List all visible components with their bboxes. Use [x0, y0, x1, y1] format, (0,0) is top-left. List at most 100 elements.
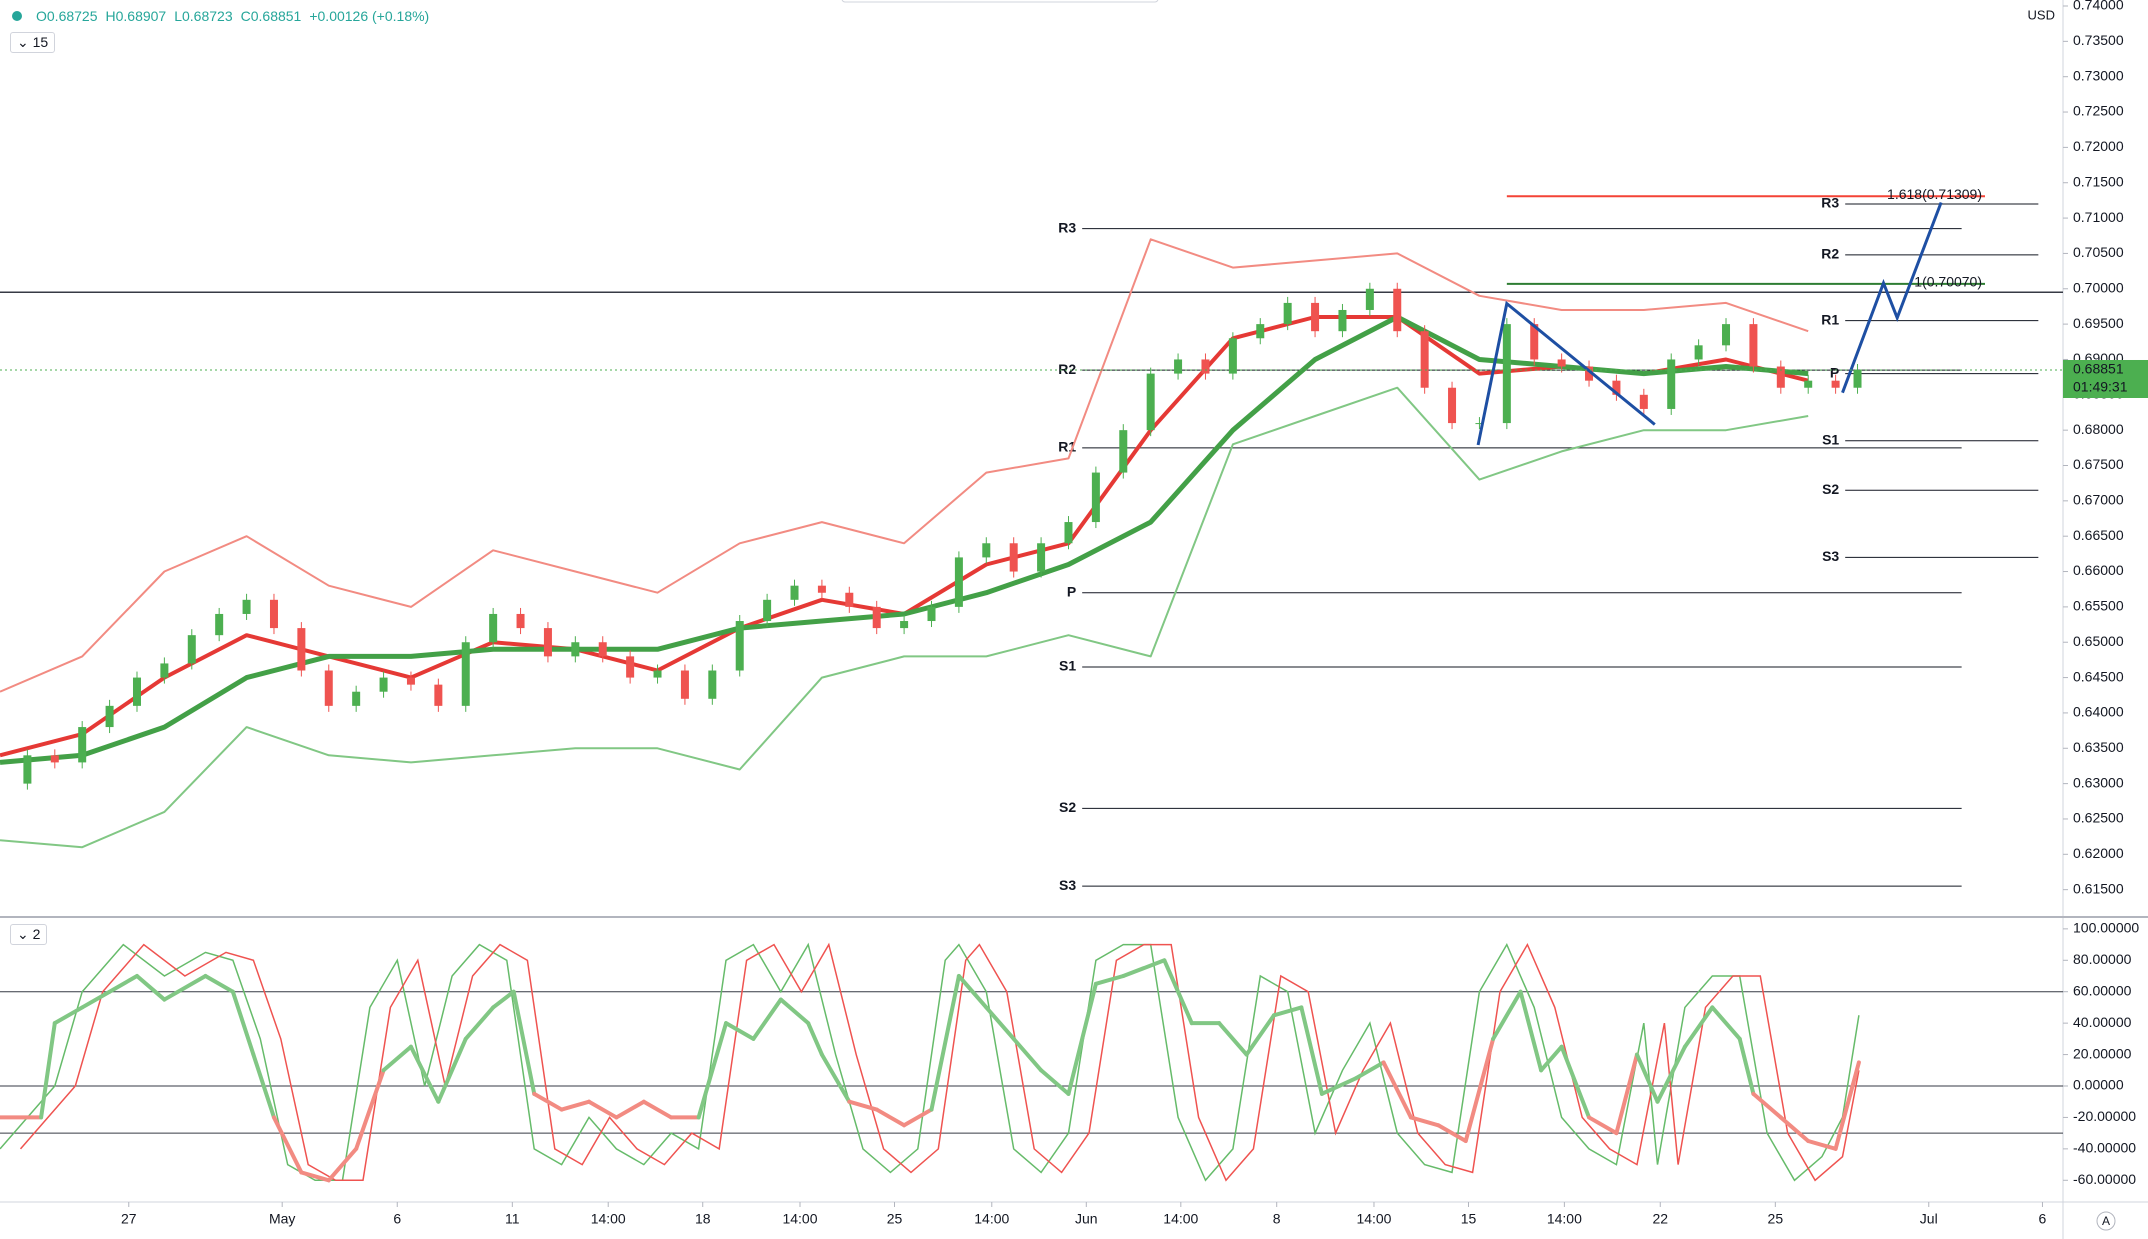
osc-main-segment: [162, 974, 208, 1002]
oscillator-pane: [0, 942, 2063, 1183]
x-tick-label: 14:00: [1163, 1211, 1198, 1227]
candle-body: [1420, 331, 1429, 388]
status-dot: [12, 11, 22, 21]
osc-main-segment: [134, 974, 167, 1002]
osc-main-segment: [1093, 974, 1126, 986]
y-tick-label: 0.68000: [2073, 421, 2124, 437]
y-tick-label: 0.64000: [2073, 704, 2124, 720]
pivot-label: P: [1067, 583, 1076, 599]
pivot-label: P: [1830, 364, 1839, 380]
osc-main-segment: [1436, 1123, 1468, 1143]
current-price-label: 0.68851: [2073, 361, 2124, 377]
osc-main-segment: [1710, 1005, 1742, 1041]
candle-body: [1256, 324, 1265, 339]
candle-body: [653, 670, 662, 678]
candle-body: [1393, 288, 1402, 332]
candle-body: [1009, 543, 1018, 572]
osc-y-tick-label: -20.00000: [2073, 1108, 2136, 1124]
y-tick-label: 0.74000: [2073, 0, 2124, 13]
candle-body: [1853, 369, 1862, 388]
x-tick-label: May: [269, 1211, 295, 1227]
x-tick-label: 8: [1273, 1211, 1281, 1227]
candle-body: [927, 606, 936, 622]
oscillator-label: 2: [32, 926, 41, 942]
candle-body: [735, 621, 744, 671]
candle-body: [215, 613, 224, 636]
osc-y-tick-label: 100.00000: [2073, 920, 2139, 936]
candle-body: [1091, 472, 1100, 523]
oscillator-toggle[interactable]: ⌄ 2: [10, 924, 48, 945]
pivot-label: R3: [1821, 195, 1839, 211]
x-tick-label: 14:00: [591, 1211, 626, 1227]
osc-main-segment: [874, 1107, 907, 1128]
osc-main-segment: [1463, 1036, 1496, 1143]
candle-body: [105, 705, 114, 728]
osc-main-segment: [1217, 1021, 1249, 1057]
overlay-line: [0, 386, 1809, 849]
candle-body: [516, 613, 525, 629]
osc-main-segment: [1587, 1115, 1619, 1136]
candle-body: [297, 628, 306, 671]
candle-body: [626, 656, 635, 678]
y-tick-label: 0.71500: [2073, 173, 2124, 189]
osc-y-tick-label: 20.00000: [2073, 1045, 2132, 1061]
x-tick-label: 14:00: [1356, 1211, 1391, 1227]
close: C0.68851: [240, 8, 302, 24]
candle-body: [1694, 345, 1703, 360]
candle-body: [954, 557, 963, 607]
osc-main-segment: [326, 1146, 359, 1183]
auto-scale-label[interactable]: A: [2102, 1214, 2110, 1228]
open: O0.68725: [36, 8, 98, 24]
y-tick-label: 0.72000: [2073, 138, 2124, 154]
osc-main-segment: [1066, 981, 1098, 1096]
candle-body: [1557, 359, 1566, 367]
osc-main-segment: [354, 1068, 386, 1151]
osc-main-segment: [1039, 1068, 1071, 1096]
candle-body: [1722, 324, 1731, 346]
osc-main-segment: [559, 1099, 592, 1112]
indicator-toggle[interactable]: ⌄ 15: [10, 32, 56, 53]
osc-main-segment: [587, 1099, 619, 1120]
osc-main-segment: [1381, 1060, 1413, 1120]
y-tick-label: 0.67000: [2073, 492, 2124, 508]
candle-body: [817, 585, 826, 593]
auto-scale-button[interactable]: [2096, 1211, 2116, 1231]
candle-body: [598, 642, 607, 657]
candle-body: [132, 677, 141, 706]
candle-body: [78, 727, 87, 763]
pivot-label: S2: [1822, 481, 1839, 497]
y-tick-label: 0.63000: [2073, 774, 2124, 790]
fib-label: 1(0.70070): [1914, 274, 1982, 290]
x-tick-label: 25: [1768, 1211, 1784, 1227]
osc-main-segment: [299, 1170, 331, 1183]
osc-main-segment: [751, 997, 783, 1041]
osc-main-segment: [1408, 1115, 1441, 1128]
candle-body: [406, 677, 415, 685]
candle-body: [1502, 324, 1511, 424]
current-price-box: [2063, 359, 2148, 398]
osc-main-segment: [1518, 989, 1544, 1073]
candle-body: [1174, 359, 1183, 374]
osc-y-tick-label: 0.00000: [2073, 1077, 2124, 1093]
osc-main-segment: [1634, 1052, 1660, 1104]
candle-body: [763, 599, 772, 622]
osc-main-segment: [956, 974, 989, 1010]
pivot-label: R1: [1821, 311, 1839, 327]
pivot-label: S3: [1822, 548, 1839, 564]
candle-body: [1639, 394, 1648, 409]
osc-main-segment: [203, 974, 235, 994]
osc-main-segment: [107, 974, 139, 994]
y-tick-label: 0.64500: [2073, 668, 2124, 684]
pivot-label: S2: [1059, 799, 1076, 815]
osc-main-segment: [1751, 1091, 1783, 1120]
osc-y-tick-label: -40.00000: [2073, 1140, 2136, 1156]
high: H0.68907: [105, 8, 167, 24]
countdown-label: 01:49:31: [2073, 379, 2128, 395]
osc-main-segment: [1011, 1036, 1044, 1073]
candle-body: [1119, 430, 1128, 473]
pivot-label: S1: [1822, 431, 1839, 447]
candle-body: [160, 663, 169, 678]
osc-main-segment: [1271, 1005, 1304, 1018]
candle-body: [50, 755, 59, 763]
